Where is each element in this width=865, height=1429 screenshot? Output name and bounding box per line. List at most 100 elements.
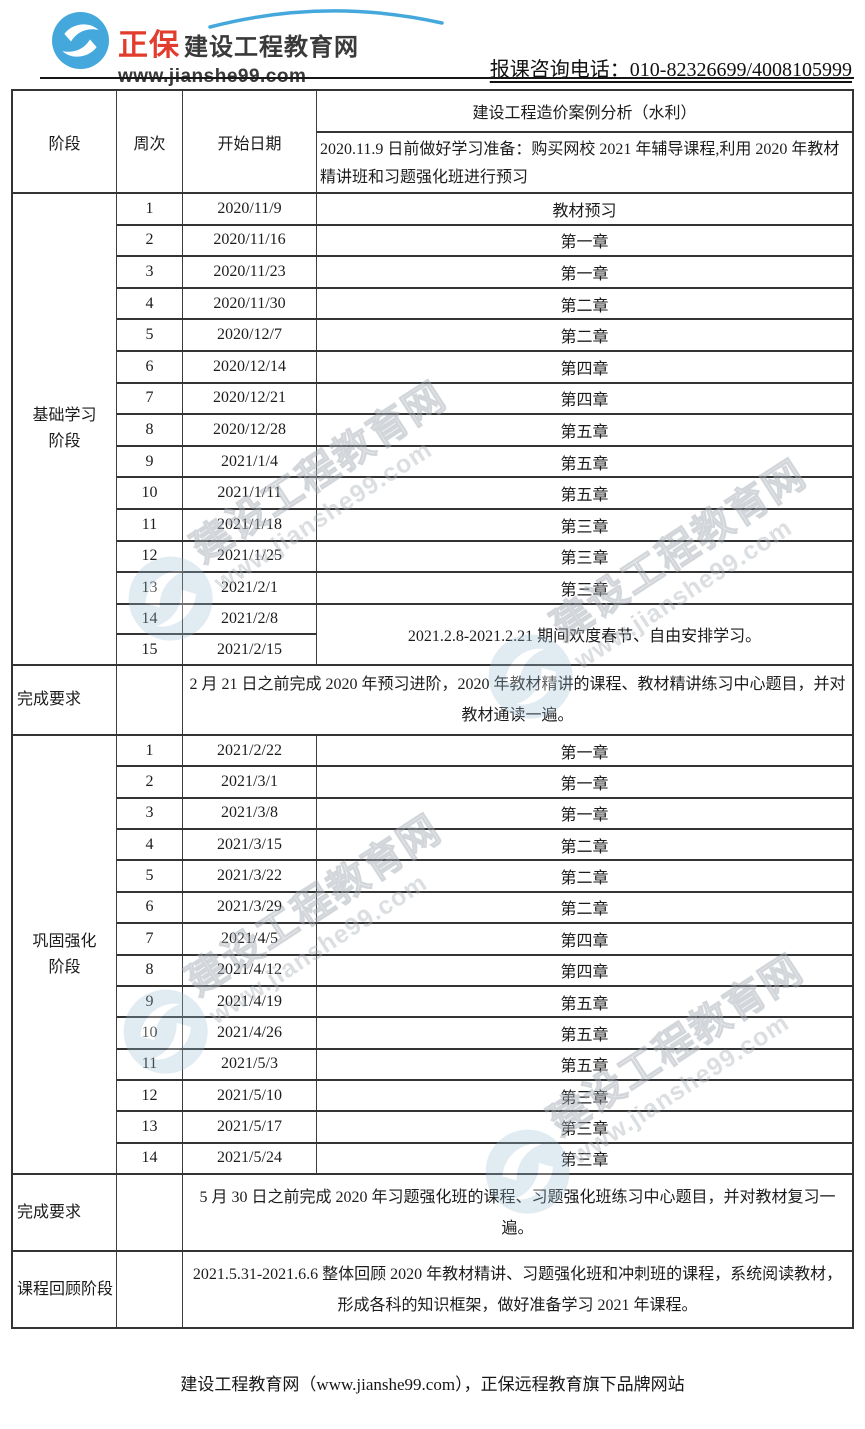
week-cell: 5 [117,320,183,350]
site-url: www.jianshe99.com [118,66,307,87]
date-cell: 2020/12/7 [183,320,317,350]
date-cell: 2021/2/8 [183,604,317,634]
week-cell: 5 [117,861,183,891]
stage1-section: 基础学习阶段 1 2020/11/9 教材预习 2 2020/11/16 第一章 3 20… [13,192,852,664]
table-row: 4 2021/3/15 第二章 [117,828,852,860]
site-name: 建设工程教育网 [184,34,359,61]
week-cell: 1 [117,194,183,224]
table-row: 11 2021/1/18 第三章 [117,507,852,540]
stage2-section: 巩固强化阶段 1 2021/2/22 第一章 2 2021/3/1 第一章 3 2021/… [13,734,852,1174]
week-cell: 14 [117,604,183,634]
content-cell: 第四章 [560,932,609,950]
requirement1-text: 2 月 21 日之前完成 2020 年预习进阶，2020 年教材精讲的课程、教材… [189,676,846,724]
week-cell: 15 [117,635,183,664]
content-cell: 第五章 [560,995,609,1013]
date-cell: 2021/1/4 [183,446,317,477]
content-cell: 第二章 [560,838,609,856]
table-row: 3 2020/11/23 第一章 [117,255,852,287]
week-cell: 2 [117,767,183,797]
content-cell: 第一章 [560,744,609,762]
table-row: 7 2020/12/21 第四章 [117,381,852,414]
week-cell: 2 [117,225,183,256]
page-header: 正保 建设工程教育网 www.jianshe99.com 报课咨询电话：010-… [0,0,865,87]
col-header-stage: 阶段 [13,91,117,192]
table-row: 11 2021/5/3 第五章 [117,1047,852,1079]
date-cell: 2021/1/11 [183,478,317,508]
content-cell: 第五章 [560,455,609,473]
table-header-row: 阶段 周次 开始日期 建设工程造价案例分析（水利） 2020.11.9 日前做好… [13,91,852,192]
table-row: 10 2021/4/26 第五章 [117,1016,852,1048]
date-cell: 2021/3/29 [183,892,317,923]
table-row: 1 2021/2/22 第一章 [117,736,852,766]
week-cell: 13 [117,573,183,603]
requirement1-label: 完成要求 [13,666,117,734]
review-stage-row: 课程回顾阶段 2021.5.31-2021.6.6 整体回顾 2020 年教材精… [13,1250,852,1327]
week-cell: 14 [117,1143,183,1174]
date-cell: 2020/11/30 [183,288,317,319]
table-row: 6 2021/3/29 第二章 [117,890,852,923]
week-cell: 6 [117,892,183,923]
course-header-block: 建设工程造价案例分析（水利） 2020.11.9 日前做好学习准备：购买网校 2… [317,91,852,192]
week-cell: 6 [117,351,183,382]
week-cell: 10 [117,1018,183,1048]
col-header-week: 周次 [117,91,183,192]
week-cell: 9 [117,986,183,1017]
content-cell: 第四章 [560,392,609,410]
table-row: 8 2021/4/12 第四章 [117,953,852,985]
page-footer: 建设工程教育网（www.jianshe99.com），正保远程教育旗下品牌网站 [180,1375,685,1394]
week-cell: 7 [117,383,183,414]
date-cell: 2020/12/14 [183,351,317,382]
holiday-merged-row: 14 2021/2/8 15 2021/2/15 2021.2.8-2021.2.2… [117,602,852,664]
table-row: 7 2021/4/5 第四章 [117,922,852,954]
empty-week-cell [117,1252,183,1327]
content-cell: 第二章 [560,870,609,888]
content-cell: 第三章 [560,518,609,536]
date-cell: 2021/1/18 [183,509,317,540]
week-cell: 13 [117,1112,183,1142]
table-row: 9 2021/4/19 第五章 [117,984,852,1017]
empty-week-cell [117,666,183,734]
course-title: 建设工程造价案例分析（水利） [317,91,852,133]
date-cell: 2021/5/3 [183,1049,317,1079]
date-cell: 2021/5/24 [183,1143,317,1174]
week-cell: 12 [117,541,183,572]
week-cell: 11 [117,509,183,540]
table-row: 9 2021/1/4 第五章 [117,444,852,477]
content-cell: 第三章 [560,1089,609,1107]
content-cell: 第五章 [560,423,609,441]
header-divider [40,77,854,79]
review-stage-label: 课程回顾阶段 [13,1252,117,1327]
content-cell: 第四章 [560,964,609,982]
table-row: 15 2021/2/15 [117,633,317,664]
holiday-note: 2021.2.8-2021.2.21 期间欢度春节、自由安排学习。 [407,628,762,646]
table-row: 1 2020/11/9 教材预习 [117,194,852,224]
week-cell: 7 [117,924,183,954]
date-cell: 2020/11/9 [183,194,317,224]
table-row: 12 2021/5/10 第三章 [117,1078,852,1111]
date-cell: 2021/4/12 [183,955,317,985]
table-row: 14 2021/2/8 [117,604,317,634]
week-cell: 12 [117,1080,183,1111]
table-row: 8 2020/12/28 第五章 [117,413,852,445]
content-cell: 第五章 [560,1026,609,1044]
review-stage-text: 2021.5.31-2021.6.6 整体回顾 2020 年教材精讲、习题强化班… [192,1265,843,1314]
stage2-label: 巩固强化阶段 [13,736,117,1173]
requirement1-row: 完成要求 2 月 21 日之前完成 2020 年预习进阶，2020 年教材精讲的… [13,664,852,734]
table-row: 10 2021/1/11 第五章 [117,476,852,508]
week-cell: 8 [117,955,183,985]
date-cell: 2021/2/1 [183,573,317,603]
table-row: 2 2020/11/16 第一章 [117,223,852,256]
date-cell: 2021/3/15 [183,830,317,860]
content-cell: 第三章 [560,1120,609,1138]
date-cell: 2021/2/15 [183,635,317,664]
date-cell: 2020/12/28 [183,415,317,445]
content-cell: 第四章 [560,360,609,378]
date-cell: 2021/3/22 [183,861,317,891]
table-row: 5 2021/3/22 第二章 [117,859,852,891]
week-cell: 4 [117,830,183,860]
content-cell: 第二章 [560,297,609,315]
week-cell: 11 [117,1049,183,1079]
holiday-weeks-block: 14 2021/2/8 15 2021/2/15 [117,604,317,664]
date-cell: 2020/12/21 [183,383,317,414]
